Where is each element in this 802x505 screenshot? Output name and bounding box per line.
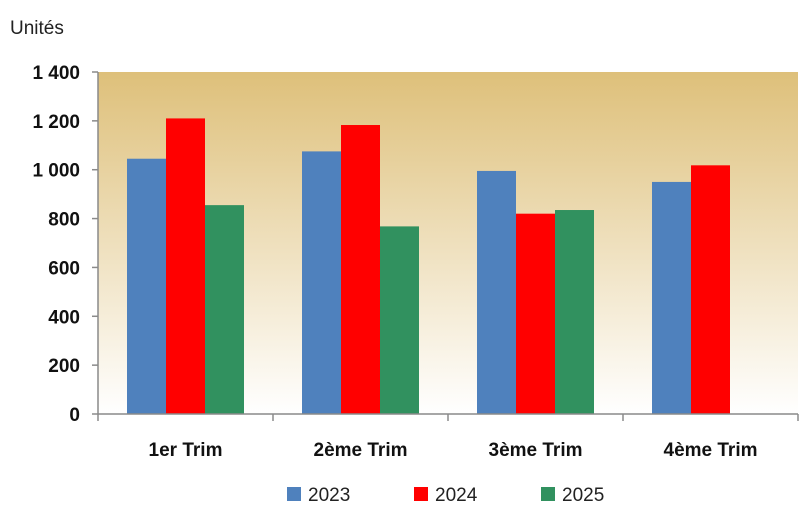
legend-label-2024: 2024: [435, 485, 478, 505]
x-tick-label: 2ème Trim: [314, 440, 408, 461]
x-tick-label: 3ème Trim: [489, 440, 583, 461]
bar-2025-2: [380, 226, 419, 414]
legend-swatch-2025: [541, 487, 555, 501]
x-tick-label: 1er Trim: [149, 440, 223, 461]
bar-2024-3: [516, 213, 555, 414]
legend-swatch-2023: [287, 487, 301, 501]
y-tick-label: 200: [48, 356, 80, 377]
y-tick-label: 1 200: [32, 112, 80, 133]
y-tick-label: 800: [48, 210, 80, 231]
bar-2023-4: [652, 181, 691, 414]
bar-2025-1: [205, 205, 244, 414]
y-tick-label: 1 400: [32, 63, 80, 84]
bar-2023-2: [302, 151, 341, 414]
bar-2023-1: [127, 158, 166, 414]
bars-group: [127, 118, 730, 415]
legend-label-2025: 2025: [562, 485, 604, 505]
bar-2024-2: [341, 125, 380, 414]
y-tick-label: 600: [48, 258, 80, 279]
bar-2025-3: [555, 210, 594, 414]
bar-2024-1: [166, 118, 205, 415]
legend-label-2023: 2023: [308, 485, 350, 505]
bar-2024-4: [691, 165, 730, 414]
y-axis-unit-label: Unités: [10, 18, 64, 39]
legend-swatch-2024: [414, 487, 428, 501]
y-axis-ticks: 0 200 400 600 800 1 000 1 200 1 400: [32, 63, 98, 426]
x-tick-label: 4ème Trim: [664, 440, 758, 461]
y-tick-label: 0: [69, 405, 80, 426]
y-tick-label: 400: [48, 307, 80, 328]
x-axis-ticks: 1er Trim 2ème Trim 3ème Trim 4ème Trim: [97, 414, 799, 461]
y-tick-label: 1 000: [32, 161, 80, 182]
bar-2023-3: [477, 170, 516, 414]
legend: 2023 2024 2025: [287, 485, 604, 505]
